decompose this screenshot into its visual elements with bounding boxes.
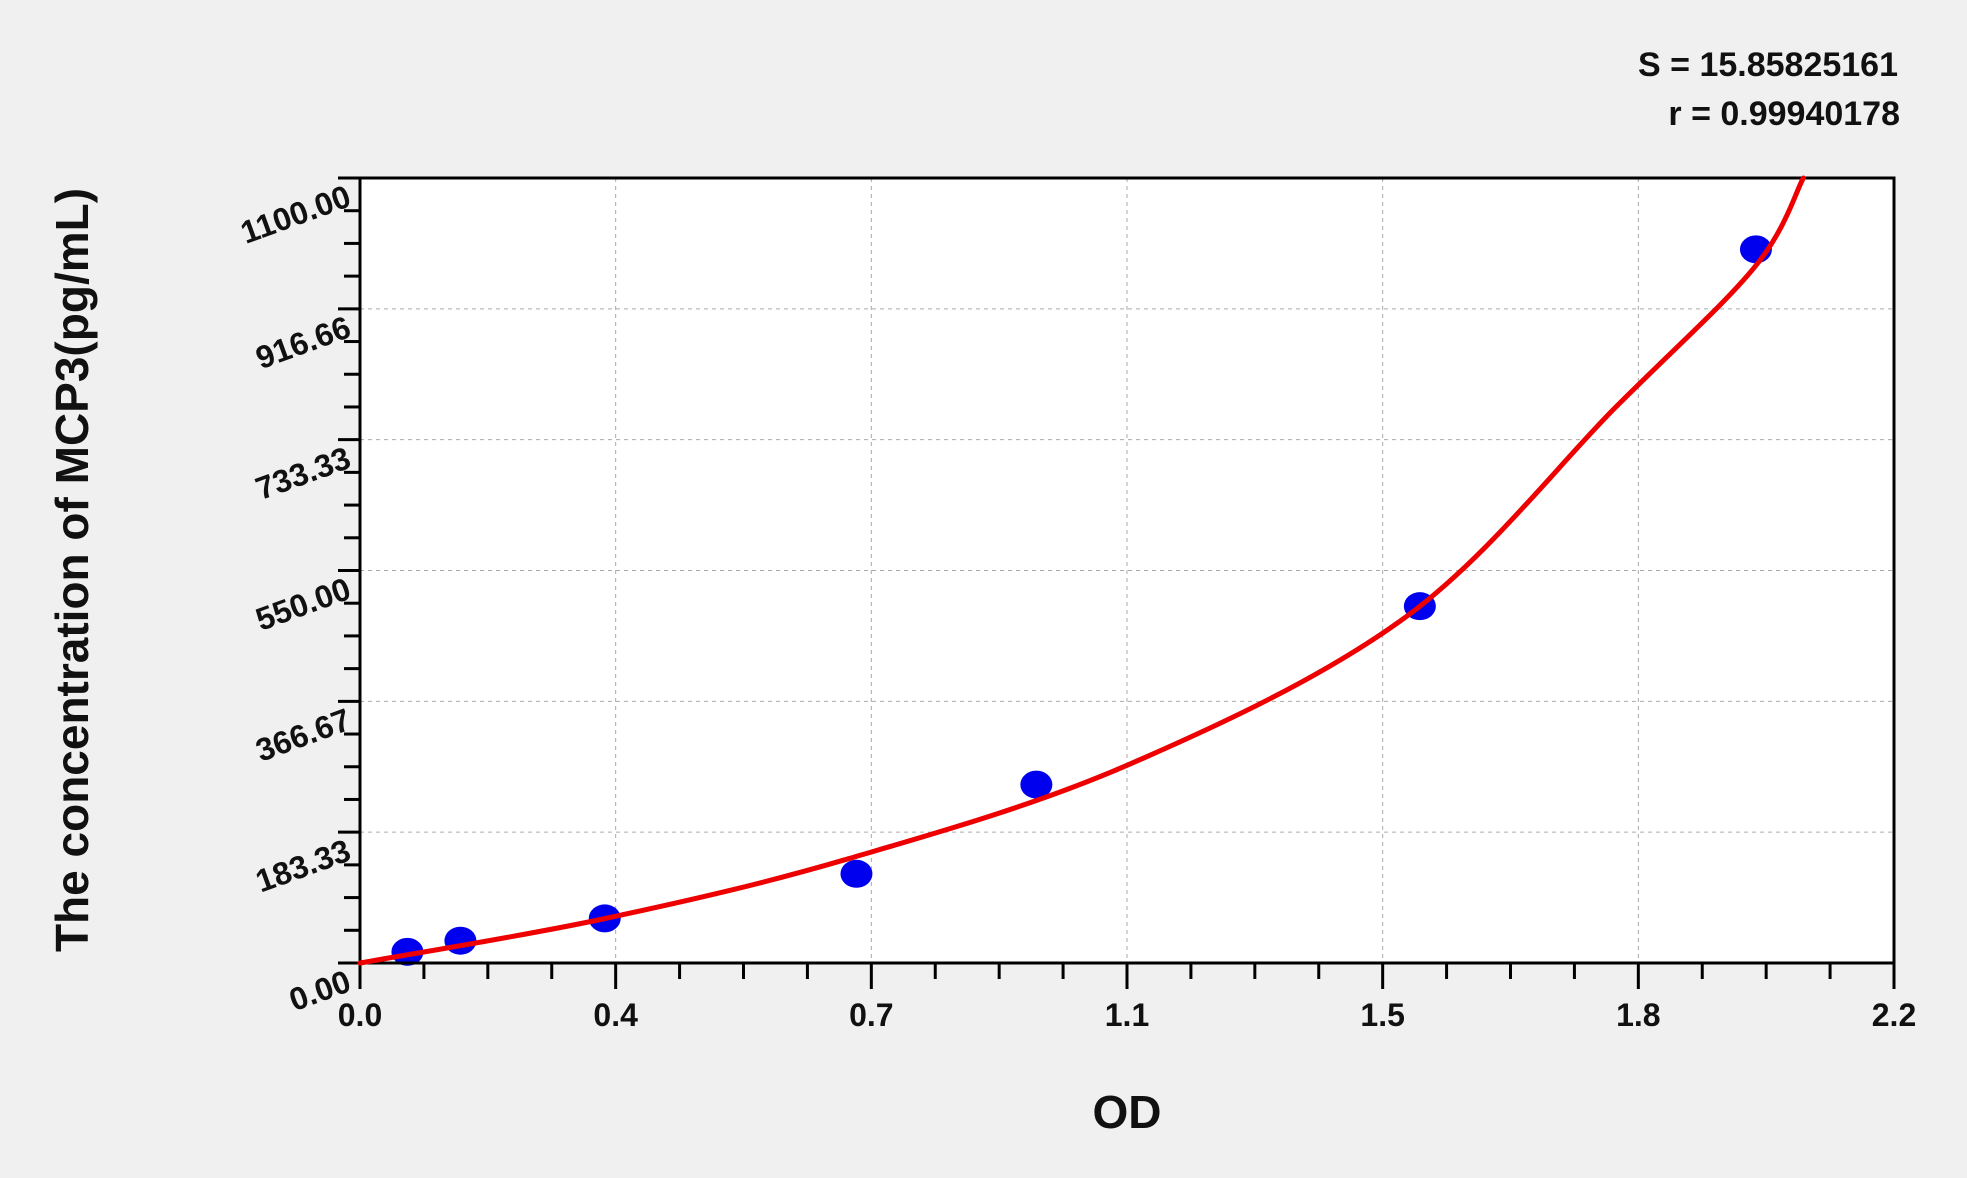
y-tick-label: 550.00: [251, 570, 355, 637]
y-tick-label: 1100.00: [236, 178, 355, 251]
x-tick-label: 0.4: [593, 997, 638, 1033]
r-annotation: r = 0.99940178: [1668, 95, 1900, 133]
x-axis-label: OD: [1093, 1086, 1162, 1138]
fit-curve: [357, 175, 1806, 966]
fit-curve-layer: [357, 175, 1806, 966]
y-tick-label: 183.33: [251, 832, 355, 899]
y-tick-labels: 0.00 183.33 366.67 550.00 733.33 916.66 …: [236, 178, 355, 1018]
x-tick-label: 1.5: [1360, 997, 1404, 1033]
grid: [360, 178, 1894, 963]
x-tick-label: 2.2: [1872, 997, 1916, 1033]
x-tick-label: 0.0: [338, 997, 382, 1033]
y-tick-label: 733.33: [251, 440, 355, 507]
data-point: [1020, 770, 1053, 799]
data-point: [444, 926, 477, 955]
ticks: [338, 176, 1896, 989]
y-tick-label: 916.66: [251, 309, 355, 376]
s-annotation: S = 15.85825161: [1638, 46, 1898, 84]
x-tick-label: 1.1: [1105, 997, 1149, 1033]
x-tick-label: 0.7: [849, 997, 893, 1033]
data-point: [391, 937, 424, 966]
plot-frame: [358, 176, 1896, 965]
x-tick-labels: 0.0 0.4 0.7 1.1 1.5 1.8 2.2: [338, 997, 1916, 1033]
data-point: [840, 859, 873, 888]
y-axis-label: The concentration of MCP3(pg/mL): [46, 188, 98, 952]
x-tick-label: 1.8: [1616, 997, 1660, 1033]
y-tick-label: 366.67: [251, 701, 355, 768]
